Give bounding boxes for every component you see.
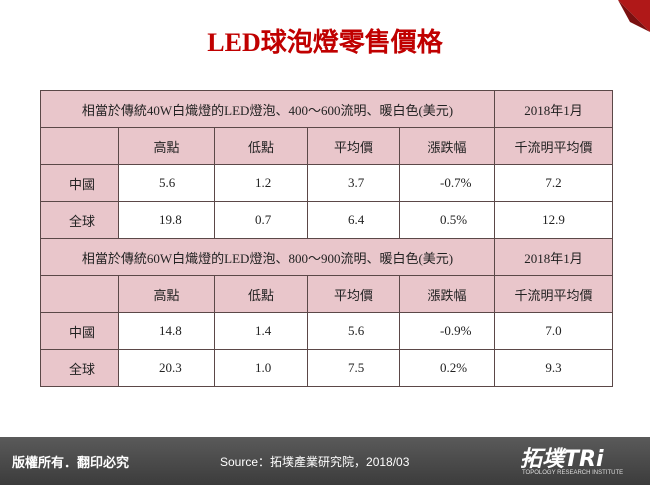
header-blank [40,127,119,165]
column-header: 平均價 [307,275,400,313]
column-header: 千流明平均價 [494,127,614,165]
table-cell: 12.9 [494,201,614,239]
table-row: 全球 20.3 1.0 7.5 0.2% 9.3 [40,349,614,387]
row-label: 中國 [40,164,119,202]
table-cell: 0.5% [398,201,496,239]
table-cell: -0.7% [398,164,496,202]
table-cell: 20.3 [118,349,215,387]
table-row: 中國 5.6 1.2 3.7 -0.7% 7.2 [40,164,614,202]
table-cell: -0.9% [398,312,496,350]
logo: 拓墣TRi [520,447,604,472]
table-cell: 7.2 [494,164,614,202]
row-label: 全球 [40,201,119,239]
table-cell: 1.4 [214,312,308,350]
price-table: 相當於傳統40W白熾燈的LED燈泡、400～600流明、暖白色(美元) 2018年… [39,90,614,387]
table-cell: 5.6 [118,164,215,202]
corner-shadow [618,0,650,32]
table-cell: 1.2 [214,164,308,202]
column-header: 平均價 [307,127,400,165]
copyright: 版權所有．翻印必究 [12,456,130,471]
table-row: 相當於傳統60W白熾燈的LED燈泡、800～900流明、暖白色(美元) 2018年… [39,238,614,276]
table-cell: 0.7 [214,201,308,239]
table-row: 高點 低點 平均價 漲跌幅 千流明平均價 [40,127,614,165]
column-header: 高點 [118,127,215,165]
table-cell: 7.5 [307,349,400,387]
table-cell: 7.0 [494,312,614,350]
table-cell: 0.2% [398,349,496,387]
table-cell: 14.8 [118,312,215,350]
column-header: 低點 [214,275,308,313]
column-header: 漲跌幅 [398,127,496,165]
table-cell: 1.0 [214,349,308,387]
table-row: 相當於傳統40W白熾燈的LED燈泡、400～600流明、暖白色(美元) 2018年… [39,90,614,128]
column-header: 千流明平均價 [494,275,614,313]
source: Source：拓墣產業研究院，2018/03 [220,455,410,469]
table-cell: 3.7 [307,164,400,202]
column-header: 低點 [214,127,308,165]
header-blank [40,275,119,313]
logo-subtitle: TOPOLOGY RESEARCH INSTITUTE [522,470,624,476]
column-header: 漲跌幅 [398,275,496,313]
table-date: 2018年1月 [494,238,614,276]
table-row: 全球 19.8 0.7 6.4 0.5% 12.9 [40,201,614,239]
table-cell: 19.8 [118,201,215,239]
column-header: 高點 [118,275,215,313]
table-cell: 9.3 [494,349,614,387]
row-label: 全球 [40,349,119,387]
table-row: 中國 14.8 1.4 5.6 -0.9% 7.0 [40,312,614,350]
table-cell: 6.4 [307,201,400,239]
table-caption: 相當於傳統40W白熾燈的LED燈泡、400～600流明、暖白色(美元) [39,90,496,128]
row-label: 中國 [40,312,119,350]
table-date: 2018年1月 [494,90,614,128]
table-caption: 相當於傳統60W白熾燈的LED燈泡、800～900流明、暖白色(美元) [39,238,496,276]
table-cell: 5.6 [307,312,400,350]
table-row: 高點 低點 平均價 漲跌幅 千流明平均價 [40,275,614,313]
footer: 版權所有．翻印必究 Source：拓墣產業研究院，2018/03 拓墣TRi T… [0,437,650,485]
slide-title: LED球泡燈零售價格 [207,28,443,57]
